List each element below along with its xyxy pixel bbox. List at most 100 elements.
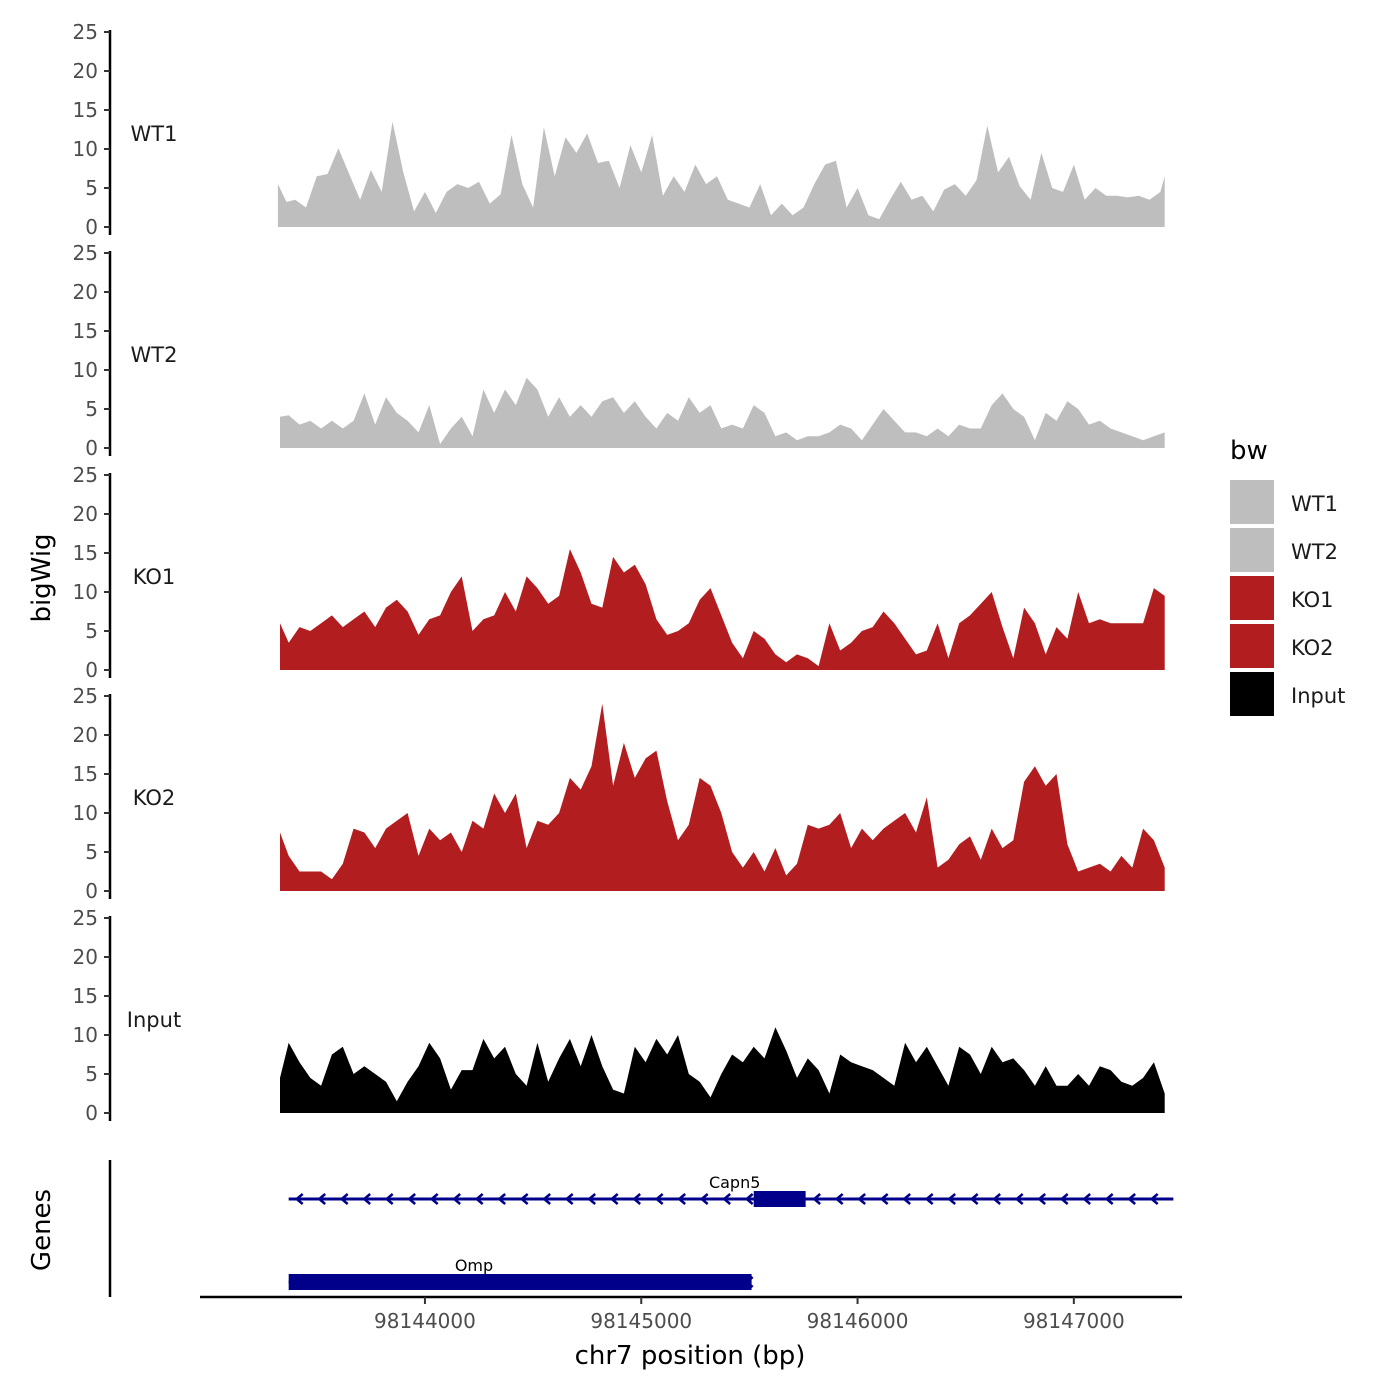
coverage-area-wt1 bbox=[277, 121, 1165, 227]
y-tick-label: 10 bbox=[73, 1023, 98, 1047]
track-input: 0 5 10 15 20 25 Input bbox=[73, 906, 1165, 1125]
y-tick-label: 10 bbox=[73, 358, 98, 382]
strand-arrow bbox=[564, 1193, 574, 1205]
y-tick-label: 5 bbox=[85, 397, 98, 421]
strand-arrow bbox=[609, 1193, 619, 1205]
track-label: WT2 bbox=[131, 343, 178, 367]
strand-arrow bbox=[1014, 1193, 1024, 1205]
x-tick-label: 98145000 bbox=[590, 1309, 692, 1333]
strand-arrow bbox=[339, 1193, 349, 1205]
y-tick-label: 10 bbox=[73, 801, 98, 825]
legend-title: bw bbox=[1230, 436, 1268, 466]
y-tick-label: 25 bbox=[73, 684, 98, 708]
y-tick-label: 20 bbox=[73, 280, 98, 304]
strand-arrow bbox=[384, 1193, 394, 1205]
coverage-area-ko2 bbox=[280, 703, 1165, 891]
gene-omp: Omp bbox=[288, 1256, 754, 1290]
track-label: KO1 bbox=[133, 565, 176, 589]
legend: bw WT1 WT2 KO1 KO2 Input bbox=[1230, 436, 1345, 716]
coverage-tracks: 0 5 10 15 20 25 WT1 0 5 10 15 20 25 WT2 0 5 10 15 20 25 KO1 0… bbox=[73, 20, 1165, 1125]
strand-arrow bbox=[474, 1193, 484, 1205]
y-tick-label: 25 bbox=[73, 20, 98, 44]
legend-swatch bbox=[1230, 672, 1274, 716]
legend-swatch bbox=[1230, 624, 1274, 668]
strand-arrow bbox=[744, 1193, 754, 1205]
genes-axis-title: Genes bbox=[27, 1189, 57, 1271]
legend-label: KO2 bbox=[1291, 636, 1334, 660]
legend-swatch bbox=[1230, 528, 1274, 572]
x-tick-label: 98144000 bbox=[374, 1309, 476, 1333]
y-tick-label: 20 bbox=[73, 723, 98, 747]
strand-arrow bbox=[924, 1193, 934, 1205]
strand-arrow bbox=[1127, 1193, 1136, 1205]
track-wt2: 0 5 10 15 20 25 WT2 bbox=[73, 241, 1165, 460]
y-tick-label: 15 bbox=[73, 984, 98, 1008]
legend-swatch bbox=[1230, 480, 1274, 524]
track-wt1: 0 5 10 15 20 25 WT1 bbox=[73, 20, 1165, 239]
track-label: KO2 bbox=[133, 786, 176, 810]
strand-arrow bbox=[587, 1193, 596, 1205]
strand-arrow bbox=[857, 1193, 866, 1205]
y-tick-label: 0 bbox=[85, 658, 98, 682]
y-tick-label: 20 bbox=[73, 502, 98, 526]
track-label: WT1 bbox=[131, 122, 178, 146]
coverage-area-input bbox=[280, 1027, 1165, 1113]
gene-label: Omp bbox=[455, 1256, 493, 1275]
strand-arrow bbox=[677, 1193, 686, 1205]
legend-label: KO1 bbox=[1291, 588, 1334, 612]
strand-arrow bbox=[452, 1193, 461, 1205]
y-tick-label: 0 bbox=[85, 436, 98, 460]
y-tick-label: 5 bbox=[85, 840, 98, 864]
strand-arrow bbox=[1037, 1193, 1046, 1205]
strand-arrow bbox=[1082, 1193, 1091, 1205]
x-axis: 98144000 98145000 98146000 98147000 bbox=[200, 1295, 1182, 1333]
strand-arrow bbox=[294, 1193, 304, 1205]
legend-label: Input bbox=[1291, 684, 1345, 708]
track-ko1: 0 5 10 15 20 25 KO1 bbox=[73, 463, 1165, 682]
y-tick-label: 10 bbox=[73, 137, 98, 161]
strand-arrow bbox=[1104, 1193, 1114, 1205]
strand-arrow bbox=[632, 1193, 641, 1205]
y-tick-label: 15 bbox=[73, 319, 98, 343]
y-tick-label: 20 bbox=[73, 945, 98, 969]
gene-exon bbox=[753, 1191, 806, 1207]
x-axis-title: chr7 position (bp) bbox=[575, 1341, 806, 1371]
gene-track: Capn5 Omp bbox=[108, 1160, 1174, 1297]
strand-arrow bbox=[317, 1193, 326, 1205]
y-tick-label: 5 bbox=[85, 619, 98, 643]
y-tick-label: 10 bbox=[73, 580, 98, 604]
gene-label: Capn5 bbox=[709, 1173, 760, 1192]
strand-arrow bbox=[1149, 1193, 1159, 1205]
strand-arrow bbox=[969, 1193, 979, 1205]
y-tick-label: 15 bbox=[73, 762, 98, 786]
strand-arrow bbox=[834, 1193, 844, 1205]
y-tick-label: 15 bbox=[73, 541, 98, 565]
legend-swatch bbox=[1230, 576, 1274, 620]
y-tick-label: 0 bbox=[85, 1101, 98, 1125]
coverage-area-wt2 bbox=[280, 377, 1165, 448]
strand-arrow bbox=[407, 1193, 416, 1205]
legend-label: WT1 bbox=[1291, 492, 1338, 516]
strand-arrow bbox=[879, 1193, 889, 1205]
strand-arrow bbox=[362, 1193, 371, 1205]
x-tick-label: 98146000 bbox=[807, 1309, 909, 1333]
strand-arrow bbox=[902, 1193, 911, 1205]
strand-arrow bbox=[812, 1193, 821, 1205]
strand-arrow bbox=[654, 1193, 664, 1205]
strand-arrow bbox=[699, 1193, 709, 1205]
track-label: Input bbox=[127, 1008, 181, 1032]
y-tick-label: 25 bbox=[73, 906, 98, 930]
y-tick-label: 5 bbox=[85, 176, 98, 200]
y-axis-title: bigWig bbox=[27, 533, 57, 622]
strand-arrow bbox=[1059, 1193, 1069, 1205]
strand-arrow bbox=[992, 1193, 1001, 1205]
gene-capn5: Capn5 bbox=[288, 1173, 1174, 1207]
y-tick-label: 5 bbox=[85, 1062, 98, 1086]
strand-arrow bbox=[542, 1193, 551, 1205]
gene-exon bbox=[288, 1274, 752, 1290]
y-tick-label: 20 bbox=[73, 59, 98, 83]
strand-arrow bbox=[497, 1193, 506, 1205]
y-tick-label: 15 bbox=[73, 98, 98, 122]
legend-label: WT2 bbox=[1291, 540, 1338, 564]
